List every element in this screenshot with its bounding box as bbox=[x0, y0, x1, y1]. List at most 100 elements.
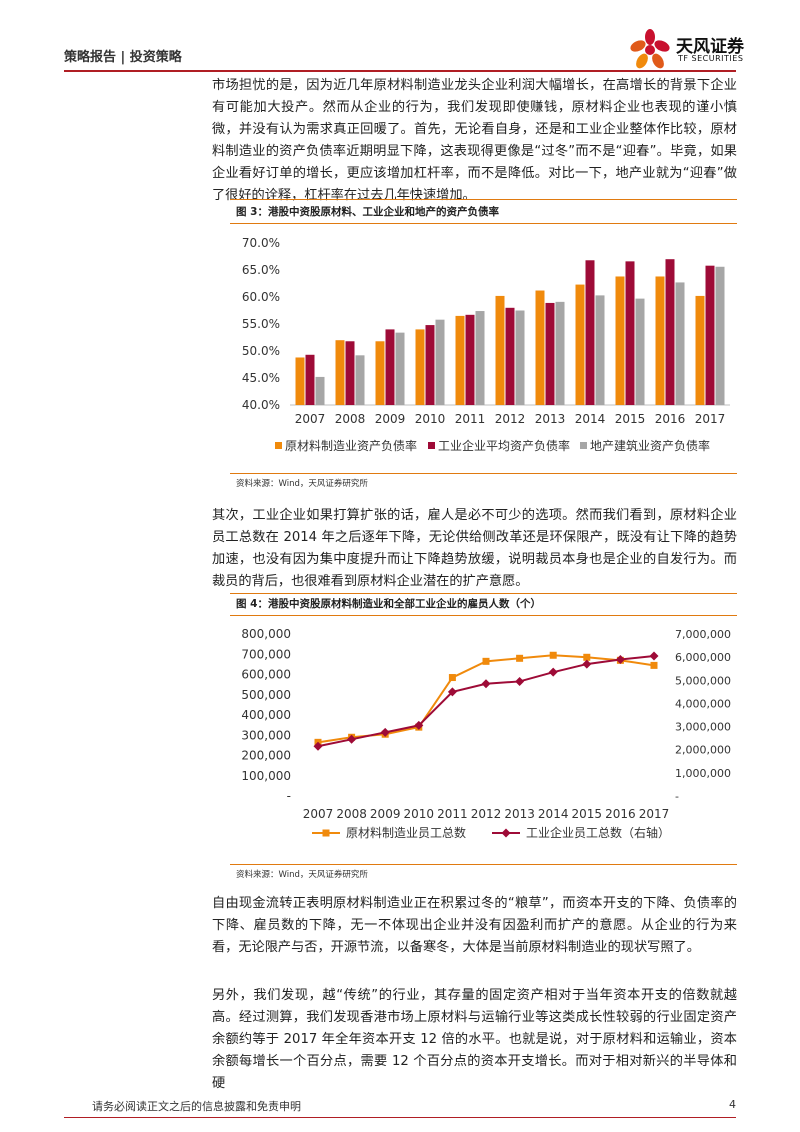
footer-divider bbox=[64, 1117, 736, 1118]
y-tick-label: 45.0% bbox=[242, 371, 280, 385]
y-tick-label: 40.0% bbox=[242, 398, 280, 412]
bar-2017-s3 bbox=[715, 266, 725, 405]
point-s2-2010 bbox=[414, 720, 424, 730]
bar-2009-s1 bbox=[375, 341, 385, 405]
point-s2-2016 bbox=[615, 654, 625, 664]
report-section-label: 策略报告 | 投资策略 bbox=[64, 50, 182, 65]
y-left-tick-label: 100,000 bbox=[241, 769, 291, 783]
x-tick-label: 2011 bbox=[455, 412, 486, 426]
point-s1-2012 bbox=[482, 657, 490, 665]
legend-swatch-3 bbox=[580, 442, 587, 449]
y-right-tick-label: - bbox=[675, 790, 679, 803]
point-s2-2012 bbox=[481, 679, 491, 689]
y-tick-label: 65.0% bbox=[242, 263, 280, 277]
paragraph-3: 自由现金流转正表明原材料制造业正在积累过冬的“粮草”，而资本开支的下降、负债率的… bbox=[212, 896, 737, 955]
bar-2016-s3 bbox=[675, 282, 685, 405]
y-right-tick-label: 2,000,000 bbox=[675, 744, 731, 757]
figure3-title-rule bbox=[230, 223, 737, 224]
bar-2008-s3 bbox=[355, 355, 365, 405]
bar-2007-s3 bbox=[315, 376, 325, 405]
point-s1-2011 bbox=[448, 674, 456, 682]
bar-2011-s3 bbox=[475, 311, 485, 405]
paragraph-4: 另外，我们发现，越“传统”的行业，其存量的固定资产相对于当年资本开支的倍数就越高… bbox=[212, 988, 737, 1091]
y-right-tick-label: 6,000,000 bbox=[675, 651, 731, 664]
logo-text-en: TF SECURITIES bbox=[678, 54, 744, 63]
y-left-tick-label: 300,000 bbox=[241, 728, 291, 742]
figure4-bottom-rule bbox=[230, 864, 737, 865]
y-left-tick-label: 700,000 bbox=[241, 647, 291, 661]
bar-2007-s1 bbox=[295, 357, 305, 405]
bar-2014-s3 bbox=[595, 295, 605, 405]
y-tick-label: 50.0% bbox=[242, 344, 280, 358]
y-right-tick-label: 5,000,000 bbox=[675, 674, 731, 687]
bar-2010-s1 bbox=[415, 329, 425, 405]
x-tick-label: 2017 bbox=[695, 412, 726, 426]
x-tick-label: 2011 bbox=[437, 807, 468, 821]
legend-label-1: 原材料制造业资产负债率 bbox=[285, 438, 417, 453]
y-right-tick-label: 3,000,000 bbox=[675, 721, 731, 734]
x-tick-label: 2007 bbox=[303, 807, 334, 821]
legend-marker-1 bbox=[322, 829, 330, 837]
x-tick-label: 2009 bbox=[370, 807, 401, 821]
y-tick-label: 70.0% bbox=[242, 236, 280, 250]
bar-2009-s2 bbox=[385, 329, 395, 405]
point-s1-2013 bbox=[516, 654, 524, 662]
bar-2009-s3 bbox=[395, 332, 405, 405]
y-left-tick-label: 400,000 bbox=[241, 708, 291, 722]
point-s2-2017 bbox=[649, 651, 659, 661]
x-tick-label: 2013 bbox=[504, 807, 535, 821]
header-divider bbox=[64, 70, 736, 72]
bar-2012-s1 bbox=[495, 295, 505, 405]
bar-2015-s3 bbox=[635, 298, 645, 405]
legend-label-2: 工业企业平均资产负债率 bbox=[438, 438, 570, 453]
x-tick-label: 2007 bbox=[295, 412, 326, 426]
x-tick-label: 2013 bbox=[535, 412, 566, 426]
figure4-chart: - 100,000 200,000 300,000 400,000 500,000 600,… bbox=[241, 627, 731, 840]
bar-2017-s2 bbox=[705, 265, 715, 405]
logo-flower-icon bbox=[630, 29, 670, 69]
bar-2016-s1 bbox=[655, 276, 665, 405]
figure3-source: 资料来源：Wind，天风证券研究所 bbox=[236, 479, 368, 489]
point-s2-2013 bbox=[515, 676, 525, 686]
bar-2013-s2 bbox=[545, 302, 555, 405]
bar-2014-s1 bbox=[575, 284, 585, 405]
figure3-top-rule bbox=[230, 199, 737, 200]
bar-2010-s2 bbox=[425, 325, 435, 405]
series-line-1 bbox=[317, 654, 655, 744]
paragraph-2: 其次，工业企业如果打算扩张的话，雇人是必不可少的选项。然而我们看到，原材料企业员… bbox=[212, 508, 737, 589]
point-s1-2015 bbox=[583, 653, 591, 661]
legend-label-1: 原材料制造业员工总数 bbox=[346, 825, 466, 840]
x-tick-label: 2014 bbox=[538, 807, 569, 821]
paragraph-1: 市场担忧的是，因为近几年原材料制造业龙头企业利润大幅增长，在高增长的背景下企业有… bbox=[212, 78, 737, 203]
bar-2012-s3 bbox=[515, 310, 525, 405]
y-left-tick-label: 600,000 bbox=[241, 668, 291, 682]
point-s2-2011 bbox=[447, 687, 457, 697]
bar-2014-s2 bbox=[585, 260, 595, 405]
x-tick-label: 2017 bbox=[639, 807, 670, 821]
bar-2015-s1 bbox=[615, 276, 625, 405]
bar-2011-s2 bbox=[465, 314, 475, 405]
legend-label-2: 工业企业员工总数（右轴） bbox=[526, 825, 670, 840]
point-s2-2007 bbox=[313, 741, 323, 751]
legend-swatch-1 bbox=[275, 442, 282, 449]
y-tick-label: 60.0% bbox=[242, 290, 280, 304]
page-number: 4 bbox=[729, 1098, 736, 1111]
y-left-tick-label: 200,000 bbox=[241, 749, 291, 763]
point-s2-2014 bbox=[548, 667, 558, 677]
x-tick-label: 2010 bbox=[404, 807, 435, 821]
point-s2-2015 bbox=[582, 659, 592, 669]
y-tick-label: 55.0% bbox=[242, 317, 280, 331]
logo-text-cn: 天风证券 bbox=[676, 37, 744, 57]
y-left-tick-label: 500,000 bbox=[241, 688, 291, 702]
legend-swatch-2 bbox=[428, 442, 435, 449]
legend-label-3: 地产建筑业资产负债率 bbox=[590, 438, 710, 453]
y-right-tick-label: 1,000,000 bbox=[675, 767, 731, 780]
bar-2008-s1 bbox=[335, 340, 345, 405]
x-tick-label: 2010 bbox=[415, 412, 446, 426]
bar-2010-s3 bbox=[435, 319, 445, 405]
x-tick-label: 2009 bbox=[375, 412, 406, 426]
bar-2011-s1 bbox=[455, 315, 465, 405]
y-left-tick-label: - bbox=[287, 789, 291, 803]
legend-marker-2 bbox=[501, 828, 511, 838]
point-s1-2014 bbox=[549, 651, 557, 659]
